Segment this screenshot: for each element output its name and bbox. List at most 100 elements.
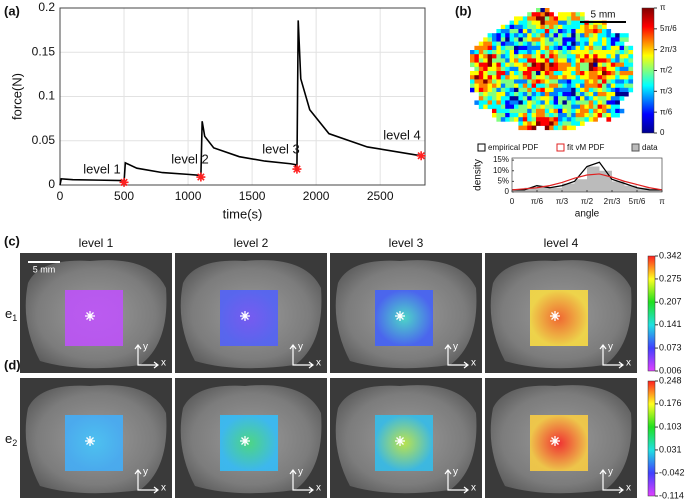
map-cell: [615, 45, 620, 51]
map-cell: [562, 16, 568, 21]
map-cell: [575, 108, 581, 114]
map-cell: [566, 66, 572, 72]
map-cell: [562, 104, 568, 110]
map-cell: [505, 37, 510, 42]
map-cell: [540, 12, 546, 17]
map-cell: [610, 104, 616, 110]
map-cell: [553, 41, 559, 47]
map-cell: [544, 29, 550, 34]
map-cell: [531, 113, 537, 118]
map-cell: [606, 104, 612, 110]
map-cell: [514, 79, 519, 84]
map-cell: [509, 24, 515, 30]
map-cell: [571, 24, 576, 30]
map-cell: [584, 104, 590, 110]
map-cell: [553, 100, 559, 105]
map-cell: [536, 100, 541, 105]
map-cell: [615, 71, 620, 76]
map-cell: [571, 96, 576, 101]
map-cell: [575, 20, 581, 26]
map-cell: [509, 79, 515, 84]
map-cell: [558, 83, 563, 89]
center-marker: [240, 311, 250, 321]
map-cell: [505, 75, 510, 80]
map-cell: [522, 87, 528, 93]
axis-icon-label: x: [316, 483, 321, 494]
map-cell: [470, 62, 475, 68]
map-cell: [615, 100, 620, 105]
map-cell: [527, 125, 532, 131]
map-cell: [514, 54, 519, 59]
map-cell: [483, 58, 488, 63]
map-cell: [487, 83, 493, 89]
map-cell: [474, 71, 480, 76]
map-cell: [509, 96, 515, 101]
map-cell: [553, 71, 559, 76]
map-cell: [597, 45, 603, 51]
map-cell: [566, 104, 572, 110]
map-cell: [496, 96, 502, 101]
column-label: level 1: [79, 236, 114, 250]
map-cell: [505, 54, 510, 59]
map-cell: [602, 41, 607, 47]
map-cell: [602, 71, 607, 76]
map-cell: [584, 113, 590, 118]
x-axis-label: time(s): [223, 206, 263, 221]
strain-overlay: [220, 290, 278, 346]
map-cell: [580, 54, 585, 59]
colorbar: [641, 7, 655, 134]
map-cell: [540, 113, 546, 118]
map-cell: [571, 66, 576, 72]
map-cell: [549, 54, 554, 59]
strain-overlay: [65, 415, 123, 471]
colorbar-tick-label: 0.103: [659, 421, 682, 431]
map-cell: [597, 104, 603, 110]
map-cell: [531, 87, 537, 93]
strain-overlay: [530, 415, 588, 471]
map-cell: [593, 37, 598, 42]
map-cell: [624, 92, 629, 97]
map-cell: [553, 45, 559, 51]
axis-icon-label: y: [453, 467, 458, 478]
map-cell: [536, 96, 541, 101]
map-cell: [553, 37, 559, 42]
map-cell: [518, 75, 524, 80]
map-cell: [558, 54, 563, 59]
map-cell: [606, 83, 612, 89]
map-cell: [602, 66, 607, 72]
axis-icon-label: y: [298, 342, 303, 353]
map-cell: [496, 100, 502, 105]
map-cell: [580, 37, 585, 42]
column-label: level 4: [544, 236, 579, 250]
map-cell: [558, 92, 563, 97]
map-cell: [492, 71, 497, 76]
map-cell: [562, 41, 568, 47]
map-cell: [566, 113, 572, 118]
map-cell: [527, 45, 532, 51]
map-cell: [500, 37, 506, 42]
map-cell: [514, 62, 519, 68]
map-cell: [514, 50, 519, 55]
map-cell: [522, 121, 528, 126]
map-cell: [514, 75, 519, 80]
map-cell: [531, 45, 537, 51]
map-cell: [580, 100, 585, 105]
map-cell: [566, 79, 572, 84]
map-cell: [509, 29, 515, 34]
map-cell: [584, 92, 590, 97]
axis-icon-label: x: [626, 358, 631, 369]
map-cell: [597, 29, 603, 34]
center-marker: [550, 436, 560, 446]
map-cell: [527, 92, 532, 97]
map-cell: [566, 29, 572, 34]
map-cell: [575, 12, 581, 17]
map-cell: [575, 100, 581, 105]
map-cell: [566, 12, 572, 17]
density-line: [512, 161, 662, 191]
axis-icon: [289, 344, 314, 369]
map-cell: [610, 100, 616, 105]
center-marker: [550, 311, 560, 321]
map-cell: [549, 79, 554, 84]
map-cell: [536, 117, 541, 122]
map-cell: [505, 92, 510, 97]
